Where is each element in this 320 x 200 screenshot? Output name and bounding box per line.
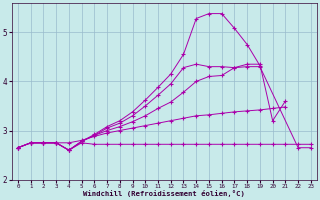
X-axis label: Windchill (Refroidissement éolien,°C): Windchill (Refroidissement éolien,°C) xyxy=(84,190,245,197)
